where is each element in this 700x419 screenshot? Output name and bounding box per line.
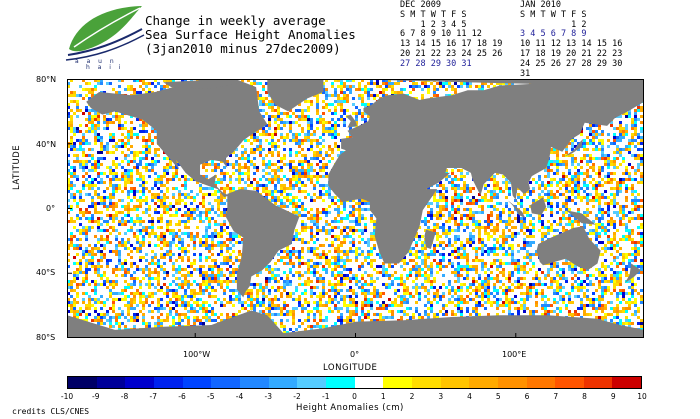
colorbar-segment	[96, 377, 126, 388]
calendar-week-row: 31	[520, 68, 531, 79]
ytick-0: 0°	[46, 204, 56, 213]
colorbar-tick-label: 2	[409, 392, 415, 401]
land-antarctica	[67, 310, 644, 338]
colorbar-tick-label: -2	[293, 392, 301, 401]
colorbar-tick-label: 1	[380, 392, 386, 401]
calendar-week-row: 24 25 26 27 28 29 30	[520, 58, 623, 69]
calendar-month: DEC 2009	[400, 0, 441, 10]
colorbar-segment	[469, 377, 498, 388]
title-line-1: Change in weekly average	[145, 13, 326, 28]
colorbar-segment	[526, 377, 556, 388]
colorbar-segment	[297, 377, 326, 388]
colorbar-segment	[239, 377, 269, 388]
colorbar-tick-label: -5	[207, 392, 215, 401]
colorbar-tick-label: -1	[322, 392, 330, 401]
colorbar	[67, 376, 642, 389]
colorbar-segment	[68, 377, 97, 388]
xtick-100w: 100°W	[183, 350, 211, 359]
land-madagascar	[424, 229, 436, 249]
colorbar-tick-label: -4	[235, 392, 244, 401]
ssh-anomaly-map	[67, 79, 644, 338]
calendar-month: JAN 2010	[520, 0, 561, 10]
colorbar-tick-label: 7	[553, 392, 559, 401]
calendar-week-row: 1 2 3 4 5	[400, 19, 467, 30]
chart-title: Change in weekly average Sea Surface Heig…	[145, 14, 356, 56]
colorbar-tick-label: -3	[264, 392, 272, 401]
title-line-2: Sea Surface Height Anomalies	[145, 27, 356, 42]
colorbar-segment	[182, 377, 212, 388]
colorbar-segment	[268, 377, 298, 388]
land-south-america	[225, 189, 300, 298]
colorbar-ticks: -10 -9 -8 -7 -6 -5 -4 -3 -2 -1 0 1 2 3 4 5 6 7 8 9 10	[61, 392, 647, 402]
ytick-40s: 40°S	[36, 268, 56, 277]
y-axis-title: LATITUDE	[12, 144, 22, 190]
colorbar-tick-label: -6	[178, 392, 186, 401]
calendar-week-row: 10 11 12 13 14 15 16	[520, 39, 623, 50]
land-australia	[536, 226, 601, 270]
calendar-week-row: 20 21 22 23 24 25 26	[400, 48, 503, 59]
colorbar-tick-label: 5	[495, 392, 501, 401]
colorbar-tick-label: -8	[120, 392, 129, 401]
logo-text-bottom: h a i i	[86, 64, 124, 71]
ytick-80s: 80°S	[36, 333, 56, 342]
aaunhaii-leaf-logo-icon	[65, 6, 145, 61]
colorbar-segment	[555, 377, 584, 388]
calendar-days-header: S M T W T F S	[520, 9, 587, 20]
land-new-guinea	[565, 210, 596, 225]
calendar-days-header: S M T W T F S	[400, 9, 467, 20]
calendar-week-row: 6 7 8 9 10 11 12	[400, 29, 482, 40]
land-new-zealand	[624, 263, 641, 283]
land-arctic-islands	[163, 79, 244, 89]
land-north-america	[86, 79, 268, 198]
colorbar-segment	[497, 377, 527, 388]
colorbar-segment	[440, 377, 470, 388]
colorbar-tick-label: 8	[582, 392, 587, 401]
colorbar-segment	[153, 377, 183, 388]
colorbar-tick-label: -7	[149, 392, 157, 401]
colorbar-segment	[583, 377, 613, 388]
colorbar-segment	[211, 377, 240, 388]
colorbar-tick-label: 6	[524, 392, 530, 401]
logo-text-top: a a u n	[75, 58, 117, 65]
calendar-week-row: 3 4 5 6 7 8 9	[520, 29, 587, 40]
colorbar-tick-label: -10	[60, 392, 74, 401]
colorbar-tick-label: 9	[610, 392, 616, 401]
calendar-week-row: 27 28 29 30 31	[400, 58, 472, 69]
colorbar-segment	[354, 377, 384, 388]
colorbar-segment	[411, 377, 441, 388]
xtick-0: 0°	[350, 350, 360, 359]
land-britain	[345, 114, 358, 128]
colorbar-title: Height Anomalies (cm)	[296, 403, 404, 413]
colorbar-tick-label: 4	[467, 392, 472, 401]
land-eurasia-africa	[328, 79, 644, 264]
ytick-80n: 80°N	[36, 75, 57, 84]
colorbar-segment	[612, 377, 642, 388]
land-sumatra	[507, 200, 526, 219]
calendar-week-row: 13 14 15 16 17 18 19	[400, 39, 503, 50]
xtick-100e: 100°E	[502, 350, 527, 359]
ytick-40n: 40°N	[36, 140, 57, 149]
credits-text: credits CLS/CNES	[12, 407, 90, 416]
colorbar-tick-label: -9	[92, 392, 100, 401]
colorbar-tick-label: 10	[637, 392, 647, 401]
x-axis-title: LONGITUDE	[323, 363, 378, 373]
colorbar-segment	[325, 377, 355, 388]
calendar-week-row: 17 18 19 20 21 22 23	[520, 48, 623, 59]
title-line-3: (3jan2010 minus 27dec2009)	[145, 41, 341, 56]
colorbar-tick-label: 0	[352, 392, 357, 401]
land-japan	[563, 138, 584, 157]
land-borneo	[530, 197, 547, 215]
colorbar-segment	[125, 377, 154, 388]
land-greenland	[267, 79, 324, 112]
colorbar-tick-label: 3	[438, 392, 444, 401]
calendar-week-row: 1 2	[520, 19, 587, 30]
colorbar-segment	[383, 377, 412, 388]
